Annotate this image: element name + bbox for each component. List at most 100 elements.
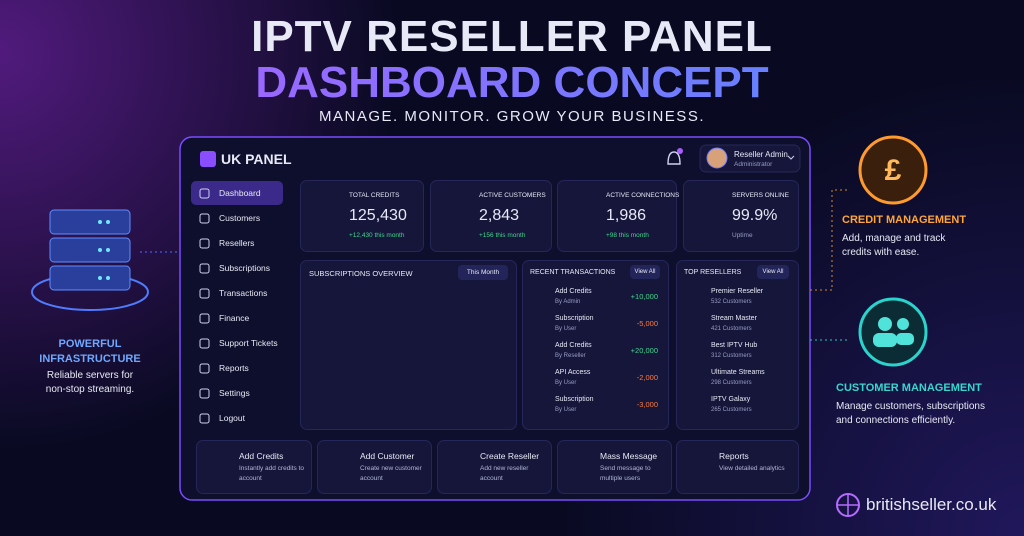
row-sub: 265 Customers [711,407,752,413]
nav-item[interactable]: Subscriptions [219,263,271,273]
row-sub: 421 Customers [711,326,752,332]
row-name: Best IPTV Hub [711,342,758,349]
pound-glyph: £ [885,154,902,187]
action-card[interactable] [676,440,799,494]
nav-item[interactable]: Transactions [219,288,268,298]
row-sub: 532 Customers [711,299,752,305]
row-name: Add Credits [555,342,592,349]
server-stack [49,209,131,291]
row-sub: By User [555,380,577,386]
action-card[interactable] [557,440,672,494]
feature-text: Manage customers, subscriptions [836,401,985,412]
action-card[interactable] [317,440,432,494]
nav-icon [199,313,210,324]
row-name: Add Credits [555,288,592,295]
row-amount: -5,000 [636,319,658,328]
title: IPTV RESELLER PANEL [251,12,773,61]
chart-title: SUBSCRIPTIONS OVERVIEW [309,269,413,278]
bell-icon[interactable] [667,151,681,165]
feature-text: and connections efficiently. [836,415,956,426]
stat-value: 2,843 [479,207,520,224]
action-text: Add new reseller account [480,465,529,482]
action-title: Mass Message [600,451,658,461]
row-amount: -2,000 [636,373,658,382]
nav-item[interactable]: Settings [219,388,250,398]
nav-active [191,181,283,205]
stat-label: SERVERS ONLINE [732,192,789,199]
globe-lines [837,494,859,516]
row-name: IPTV Galaxy [711,396,751,403]
nav-icon [199,413,210,424]
stat-sub: +12,430 this month [349,232,405,239]
feature-text: non-stop streaming. [45,384,135,395]
action-card[interactable] [196,440,312,494]
stat-card [557,180,677,252]
row-sub: 312 Customers [711,353,752,359]
row-name: Subscription [555,315,594,322]
connector [810,189,850,291]
stat-card [300,180,424,252]
nav-icon [199,363,210,374]
view-all[interactable]: View All [757,265,789,279]
stat-value: 99.9% [732,207,778,224]
action-title: Reports [719,451,749,461]
action-text: View detailed analytics [719,465,785,472]
row-sub: By Admin [555,299,581,305]
server-leds [98,220,110,280]
stat-value: 1,986 [606,207,647,224]
stat-label: ACTIVE CONNECTIONS [606,192,680,199]
nav-icon [199,188,210,199]
row-name: Premier Reseller [711,288,764,295]
feature-title: INFRASTRUCTURE [39,353,141,365]
chevron [787,155,795,160]
stat-sub: Uptime [732,232,753,239]
action-title: Add Customer [360,451,415,461]
stat-label: ACTIVE CUSTOMERS [479,192,546,199]
user-name: Reseller Admin [734,150,788,159]
nav-item[interactable]: Finance [219,313,250,323]
period-select[interactable]: This Month [458,265,508,280]
row-amount: +10,000 [630,292,658,301]
action-text: Send message to multiple users [600,465,651,482]
stat-card [683,180,799,252]
people-glyph [873,317,914,347]
nav-item[interactable]: Dashboard [219,188,261,198]
nav-icon [199,338,210,349]
nav-item[interactable]: Resellers [219,238,255,248]
stat-value: 125,430 [349,207,407,224]
nav-item[interactable]: Support Tickets [219,338,278,348]
row-name: API Access [555,369,591,376]
bell-dot [677,148,683,154]
action-text: Create new customer account [360,465,422,482]
row-sub: By Reseller [555,353,586,359]
nav-item[interactable]: Reports [219,363,249,373]
subtitle: DASHBOARD CONCEPT [0,58,1024,108]
avatar [706,147,728,169]
nav-icon [199,238,210,249]
feature-title: CREDIT MANAGEMENT [842,214,967,226]
row-sub: By User [555,407,577,413]
brand: UK PANEL [221,151,292,167]
chart-card [300,260,517,430]
nav-item[interactable]: Logout [219,413,245,423]
nav-icon [199,288,210,299]
footer-site[interactable]: britishseller.co.uk [866,495,997,514]
feature-title: POWERFUL [58,338,122,350]
card-title: TOP RESELLERS [684,269,742,276]
transactions-card [522,260,669,430]
stat-sub: +156 this month [479,232,526,239]
feature-title: CUSTOMER MANAGEMENT [836,382,982,394]
user-role: Administrator [734,161,773,168]
nav-item[interactable]: Customers [219,213,261,223]
row-name: Ultimate Streams [711,369,765,376]
view-all[interactable]: View All [630,265,660,279]
row-name: Stream Master [711,315,757,322]
credit-icon [858,135,928,205]
row-sub: 298 Customers [711,380,752,386]
action-card[interactable] [437,440,552,494]
nav-icon [199,213,210,224]
feature-text: Add, manage and track [842,233,946,244]
resellers-card [676,260,799,430]
action-text: Instantly add credits to account [239,465,305,482]
